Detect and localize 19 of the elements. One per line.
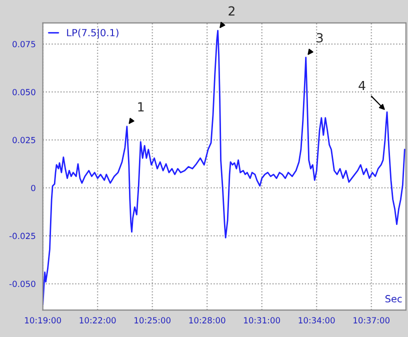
x-tick-label: 10:34:00 — [298, 317, 335, 324]
x-tick-label: 10:31:00 — [244, 317, 280, 324]
y-tick-label: 0.050 — [12, 88, 36, 96]
y-tick-label: 0 — [31, 184, 36, 192]
annotation: 3 — [316, 33, 323, 43]
x-tick-label: 10:25:00 — [134, 317, 171, 324]
y-tick-label: 0.025 — [12, 136, 36, 144]
annotation: 4 — [358, 80, 366, 90]
x-tick-label: 10:37:00 — [354, 317, 390, 324]
y-tick-label: 0.075 — [12, 40, 36, 48]
y-tick-label: -0.050 — [9, 280, 36, 288]
x-tick-label: 10:19:00 — [25, 317, 61, 324]
annotation: 2 — [228, 6, 234, 16]
x-tick-label: 10:28:00 — [189, 317, 226, 324]
annotation: 1 — [138, 102, 144, 112]
x-tick-label: 10:22:00 — [80, 317, 116, 324]
legend-label: LP(7.5|0.1) — [67, 28, 118, 38]
x-axis-title: Sec — [385, 295, 402, 302]
y-tick-label: -0.025 — [9, 232, 36, 240]
